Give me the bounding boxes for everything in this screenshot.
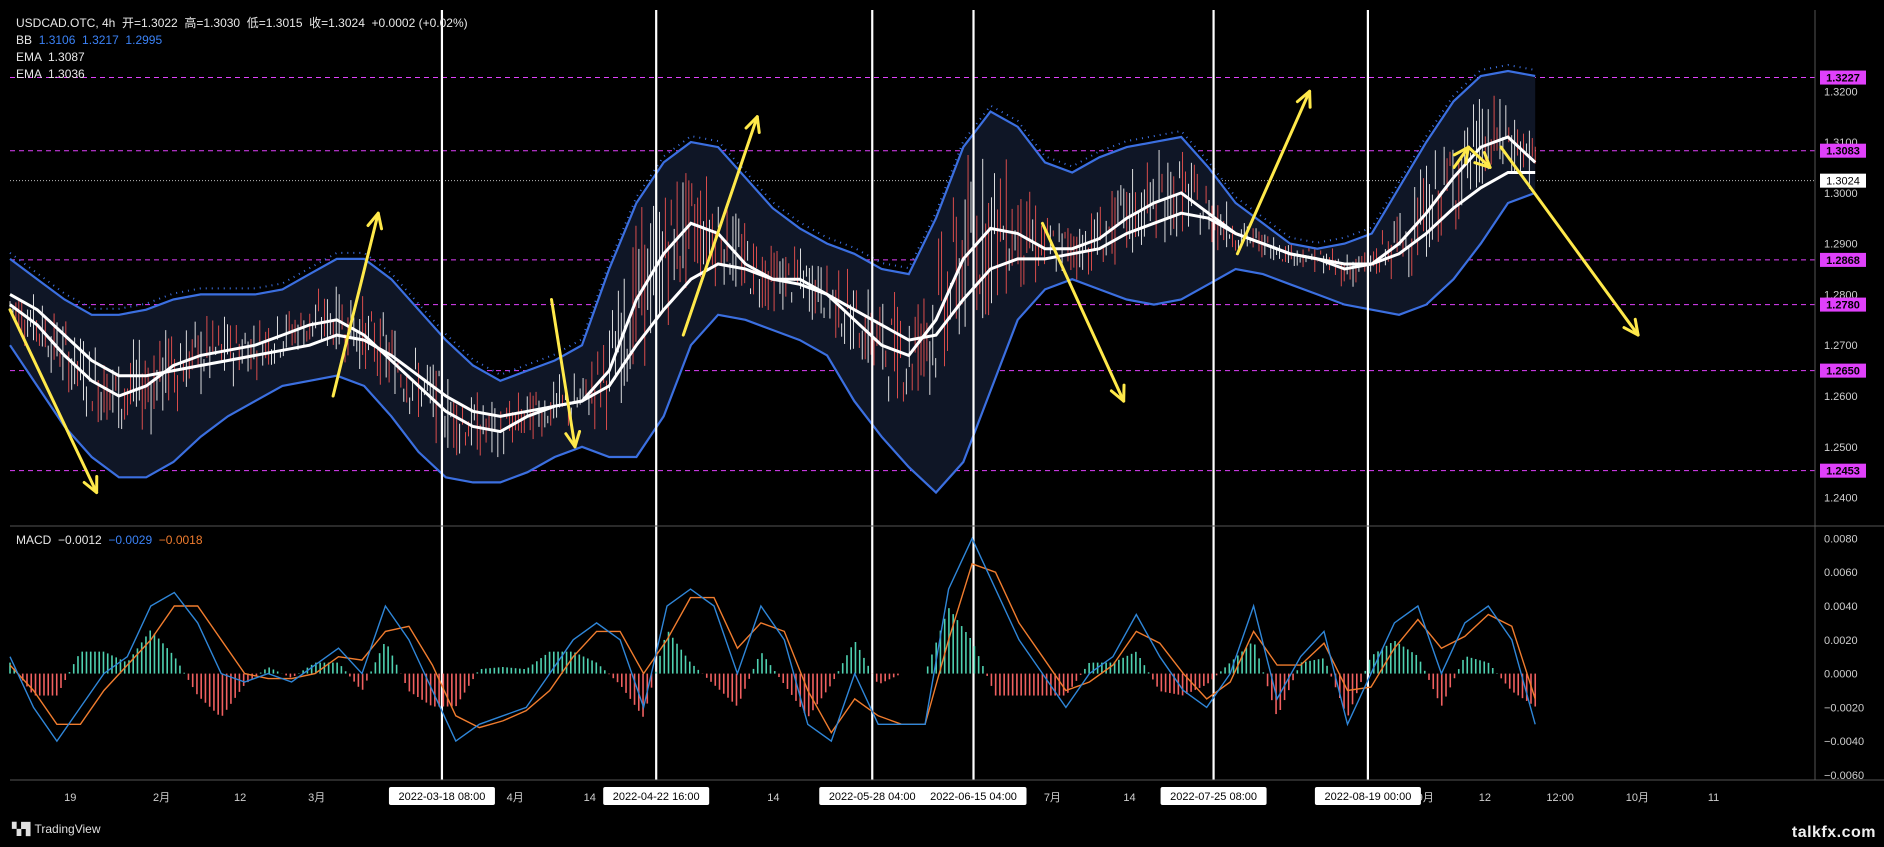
time-tick-label: 7月 (1044, 792, 1061, 804)
macd-tick-label: 0.0000 (1824, 669, 1858, 681)
level-price-badge (1820, 70, 1866, 85)
macd-tick-label: 0.0040 (1824, 601, 1858, 613)
trend-arrow-head (366, 211, 384, 231)
time-tick-label: 10月 (1626, 792, 1649, 804)
level-price-badge (1820, 143, 1866, 158)
price-tick-label: 1.2400 (1824, 493, 1858, 505)
time-tick-label: 11 (1708, 792, 1719, 804)
current-price-badge (1820, 173, 1866, 188)
trend-arrow (1040, 221, 1126, 403)
level-price-label: 1.3083 (1826, 146, 1860, 158)
price-tick-label: 1.2500 (1824, 442, 1858, 454)
bb-lower-line (9, 191, 1536, 495)
time-tick-label: 12 (234, 792, 246, 804)
trend-arrow (550, 298, 577, 449)
trend-arrow-head (82, 475, 99, 495)
event-marker-badge (920, 787, 1027, 805)
ema-slow-legend: EMA 1.3036 (16, 67, 85, 81)
ema-fast-legend: EMA 1.3087 (16, 50, 85, 64)
level-price-label: 1.2453 (1826, 466, 1860, 478)
tv-logo-text: TradingView (34, 822, 101, 836)
macd-signal-value: −0.0029 (108, 533, 153, 547)
macd-histogram (9, 608, 1537, 717)
bb-values: 1.3106 1.3217 1.2995 (38, 33, 163, 47)
level-price-label: 1.2780 (1826, 300, 1860, 312)
time-tick-label: 12:00 (1546, 792, 1574, 804)
event-marker-label: 2022-06-15 04:00 (930, 791, 1017, 803)
bb-legend: BB 1.3106 1.3217 1.2995 (16, 33, 162, 48)
macd-tick-label: −0.0060 (1824, 770, 1864, 782)
time-tick-label: 14 (767, 792, 779, 804)
level-price-label: 1.3227 (1826, 73, 1860, 85)
bb-band-fill (10, 71, 1536, 493)
trend-arrow (1235, 89, 1312, 256)
event-marker-badge (1314, 787, 1421, 805)
trend-arrow (1452, 145, 1470, 169)
current-price-label: 1.3024 (1826, 176, 1860, 188)
event-marker-badge (603, 787, 710, 805)
time-tick-label: 14 (584, 792, 596, 804)
trend-arrow (681, 115, 759, 337)
level-price-label: 1.2650 (1826, 366, 1860, 378)
trend-arrow (1499, 145, 1640, 337)
ema-fast-line (9, 135, 1537, 434)
symbol-ohlc-line: USDCAD.OTC, 4h 开=1.3022 高=1.3030 低=1.301… (16, 16, 468, 30)
time-tick-label: 4月 (507, 792, 524, 804)
time-tick-label: 12 (1479, 792, 1491, 804)
macd-signal-line (9, 562, 1536, 735)
level-price-badge (1820, 252, 1866, 267)
trend-arrow-head (1473, 151, 1492, 169)
time-tick-label: 2月 (153, 792, 170, 804)
bb-upper-line (9, 69, 1536, 383)
event-marker-badge (1160, 787, 1267, 805)
price-tick-label: 1.2900 (1824, 239, 1858, 251)
macd-tick-label: −0.0020 (1824, 702, 1864, 714)
macd-tick-label: 0.0080 (1824, 533, 1858, 545)
time-tick-label: 14 (1123, 792, 1135, 804)
event-marker-label: 2022-08-19 00:00 (1324, 791, 1411, 803)
price-tick-label: 1.3200 (1824, 86, 1858, 98)
tv-logo-icon: ▚▜ (12, 822, 31, 836)
event-marker-label: 2022-04-22 16:00 (613, 791, 700, 803)
event-marker-badge (388, 787, 495, 805)
trend-arrow-head (1622, 317, 1640, 337)
tradingview-logo[interactable]: ▚▜ TradingView (12, 822, 101, 836)
price-tick-label: 1.2700 (1824, 340, 1858, 352)
macd-line (9, 536, 1536, 743)
event-marker-label: 2022-07-25 08:00 (1170, 791, 1257, 803)
bb-label: BB (16, 33, 33, 47)
level-price-badge (1820, 463, 1866, 478)
price-tick-label: 1.2600 (1824, 391, 1858, 403)
trend-arrow-head (1109, 383, 1126, 403)
watermark: talkfx.com (1791, 824, 1876, 841)
macd-legend: MACD −0.0012 −0.0029 −0.0018 (16, 533, 203, 548)
trend-arrow (1466, 145, 1492, 169)
macd-tick-label: 0.0020 (1824, 635, 1858, 647)
macd-tick-label: 0.0060 (1824, 567, 1858, 579)
macd-value: −0.0012 (58, 533, 102, 547)
trend-arrow-head (744, 115, 761, 135)
macd-pane[interactable] (9, 536, 1537, 743)
event-marker-label: 2022-03-18 08:00 (399, 791, 486, 803)
trend-arrow-head (564, 429, 582, 449)
event-marker-label: 2022-05-28 04:00 (829, 791, 916, 803)
level-price-badge (1820, 363, 1866, 378)
macd-tick-label: −0.0040 (1824, 736, 1864, 748)
trend-arrow (8, 308, 99, 495)
event-marker-badge (819, 787, 926, 805)
time-tick-label: 19 (64, 792, 76, 804)
level-price-badge (1820, 297, 1866, 312)
level-price-label: 1.2868 (1826, 255, 1860, 267)
time-tick-label: 3月 (308, 792, 325, 804)
macd-label: MACD (16, 533, 52, 547)
time-tick-label: 9月 (1417, 792, 1434, 804)
axes: 1.24001.25001.26001.27001.28001.29001.30… (10, 10, 1884, 805)
trend-arrow (331, 211, 380, 398)
trend-arrow-head (1295, 89, 1312, 109)
price-tick-label: 1.3000 (1824, 188, 1858, 200)
price-pane[interactable] (8, 10, 1815, 780)
macd-hist-value: −0.0018 (158, 533, 203, 547)
